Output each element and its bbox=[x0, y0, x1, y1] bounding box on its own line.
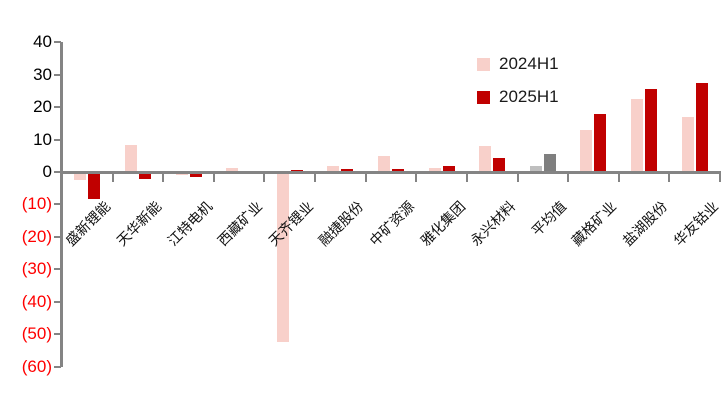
y-axis-tick-label-9: (50) bbox=[21, 324, 52, 344]
bar-2024h1-9 bbox=[529, 165, 542, 173]
category-label-7: 雅化集团 bbox=[417, 198, 468, 249]
bar-2025h1-1 bbox=[138, 172, 151, 180]
category-label-2: 江特电机 bbox=[163, 198, 215, 249]
y-axis-tick-8 bbox=[54, 300, 61, 303]
y-axis-tick-0 bbox=[54, 41, 61, 44]
x-axis-tick-11 bbox=[617, 173, 620, 182]
category-label-8: 永兴材料 bbox=[467, 198, 519, 249]
bar-2025h1-10 bbox=[594, 113, 607, 172]
y-axis-tick-6 bbox=[54, 235, 61, 238]
bar-2024h1-4 bbox=[276, 172, 289, 343]
category-label-11: 盐湖股份 bbox=[619, 198, 671, 249]
legend-item-2025h1: 2025H1 bbox=[477, 87, 559, 107]
y-axis-tick-label-2: 20 bbox=[33, 97, 52, 117]
y-axis-tick-label-6: (20) bbox=[21, 226, 52, 246]
legend-label-2025h1: 2025H1 bbox=[499, 87, 559, 106]
legend: 2024H1 2025H1 bbox=[477, 54, 559, 120]
category-label-9: 平均值 bbox=[528, 198, 570, 240]
bar-2024h1-8 bbox=[479, 146, 492, 173]
category-label-6: 中矿资源 bbox=[366, 198, 418, 249]
y-axis-tick-label-0: 40 bbox=[33, 32, 52, 52]
x-axis-tick-13 bbox=[719, 173, 721, 182]
bar-2024h1-12 bbox=[681, 116, 694, 173]
y-axis-tick-label-4: 0 bbox=[42, 162, 52, 181]
bar-2024h1-1 bbox=[124, 144, 137, 173]
x-axis-tick-10 bbox=[567, 173, 570, 182]
x-axis-tick-9 bbox=[516, 173, 519, 182]
category-label-12: 华友钴业 bbox=[670, 198, 722, 249]
category-label-10: 藏格矿业 bbox=[568, 198, 620, 249]
y-axis-tick-7 bbox=[54, 268, 61, 271]
bar-2024h1-6 bbox=[378, 156, 390, 172]
y-axis-tick-9 bbox=[54, 333, 61, 336]
category-label-4: 天齐锂业 bbox=[265, 198, 317, 249]
x-axis-tick-4 bbox=[263, 173, 266, 182]
y-axis-tick-10 bbox=[54, 365, 61, 368]
bar-2024h1-11 bbox=[631, 98, 644, 172]
x-axis-tick-1 bbox=[111, 173, 114, 182]
bar-2024h1-7 bbox=[428, 168, 441, 172]
bar-2024h1-0 bbox=[74, 172, 87, 181]
bar-2024h1-10 bbox=[580, 129, 593, 172]
y-axis-tick-4 bbox=[54, 171, 61, 173]
bar-2025h1-2 bbox=[189, 172, 202, 177]
bar-2025h1-9 bbox=[543, 153, 556, 172]
bar-2024h1-3 bbox=[226, 168, 239, 172]
legend-swatch-0 bbox=[477, 57, 490, 71]
bar-2025h1-12 bbox=[695, 82, 708, 172]
x-axis-tick-12 bbox=[668, 173, 671, 182]
y-axis-tick-3 bbox=[54, 138, 61, 141]
category-label-1: 天华新能 bbox=[113, 198, 165, 249]
legend-swatch-1 bbox=[477, 90, 490, 104]
x-axis-tick-2 bbox=[162, 173, 165, 182]
x-axis-tick-8 bbox=[465, 173, 468, 182]
bar-2025h1-0 bbox=[88, 172, 101, 199]
bar-2025h1-5 bbox=[341, 168, 354, 172]
y-axis-line bbox=[60, 41, 63, 367]
x-axis-tick-0 bbox=[61, 173, 63, 182]
bar-2025h1-8 bbox=[493, 158, 506, 172]
y-axis-tick-label-8: (40) bbox=[21, 291, 52, 311]
y-axis-tick-5 bbox=[54, 203, 61, 206]
x-axis-line bbox=[60, 170, 721, 174]
category-label-0: 盛新锂能 bbox=[62, 198, 114, 249]
y-axis-tick-1 bbox=[54, 73, 61, 76]
y-axis-tick-label-1: 30 bbox=[33, 64, 52, 84]
x-axis-tick-7 bbox=[415, 173, 418, 182]
y-axis-tick-label-5: (10) bbox=[21, 194, 52, 214]
legend-label-2024h1: 2024H1 bbox=[499, 54, 559, 73]
category-label-3: 西藏矿业 bbox=[214, 198, 266, 249]
x-axis-tick-6 bbox=[364, 173, 367, 182]
bar-2024h1-5 bbox=[327, 166, 340, 172]
bar-2025h1-11 bbox=[645, 89, 658, 172]
x-axis-tick-5 bbox=[314, 173, 317, 182]
y-axis-tick-label-7: (30) bbox=[21, 259, 52, 279]
category-label-5: 融捷股份 bbox=[315, 198, 367, 249]
legend-item-2024h1: 2024H1 bbox=[477, 54, 559, 74]
bar-2025h1-7 bbox=[442, 166, 455, 172]
y-axis-tick-label-10: (60) bbox=[21, 356, 52, 376]
y-axis-tick-2 bbox=[54, 106, 61, 109]
x-axis-tick-3 bbox=[212, 173, 215, 182]
y-axis-tick-label-3: 10 bbox=[33, 129, 52, 149]
